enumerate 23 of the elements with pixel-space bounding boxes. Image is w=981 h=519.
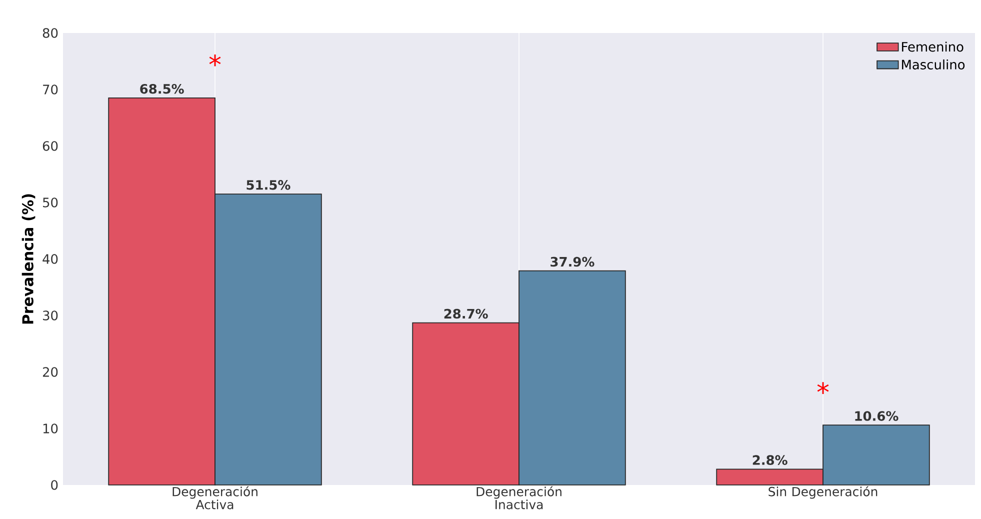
data-label: 37.9% [550, 256, 594, 267]
annotation: * [209, 54, 221, 66]
annotation: * [817, 382, 829, 394]
y-axis-title: Prevalencia (%) [22, 194, 36, 324]
y-tick-label: 10 [43, 424, 58, 434]
data-label: 68.5% [140, 84, 184, 94]
legend-label: Masculino [902, 59, 965, 70]
y-tick-label: 0 [51, 480, 58, 490]
y-tick-label: 80 [42, 28, 58, 38]
data-label: 28.7% [444, 308, 488, 319]
legend-label: Femenino [902, 42, 964, 52]
data-label: 10.6% [855, 411, 898, 421]
y-tick-label: 20 [42, 367, 58, 377]
y-tick-label: 50 [43, 198, 58, 208]
y-tick-label: 60 [42, 141, 58, 151]
x-tick-label: Sin Degeneración [768, 486, 878, 499]
data-label: 51.5% [246, 180, 290, 190]
x-tick-label: Degeneración Inactiva [476, 486, 562, 510]
y-tick-label: 30 [43, 310, 58, 320]
data-label: 2.8% [752, 455, 788, 465]
x-tick-label: Degeneración Activa [172, 486, 258, 510]
y-tick-label: 40 [42, 254, 58, 264]
y-tick-label: 70 [43, 84, 58, 94]
